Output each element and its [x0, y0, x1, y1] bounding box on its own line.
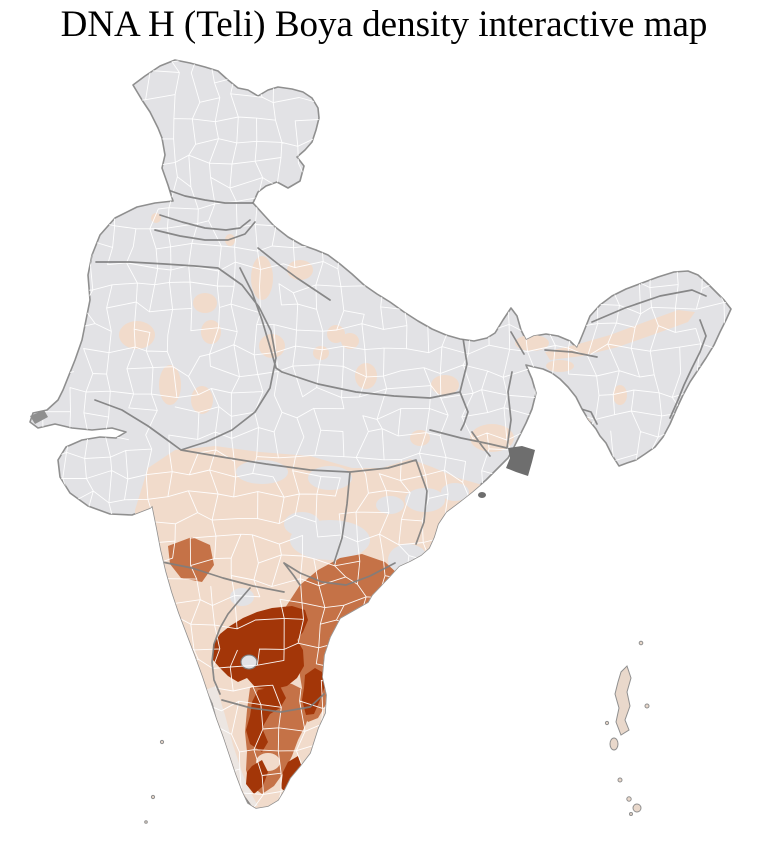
sundarbans-delta	[478, 446, 535, 498]
region-nodata-urban-hole[interactable]	[240, 654, 258, 670]
kutch-creek-mark	[30, 410, 48, 424]
lakshadweep-islands[interactable]	[144, 739, 165, 824]
andaman-nicobar-islands[interactable]	[604, 640, 650, 816]
region-verylow-kerala[interactable]	[205, 686, 258, 806]
map-title: DNA H (Teli) Boya density interactive ma…	[60, 4, 708, 45]
